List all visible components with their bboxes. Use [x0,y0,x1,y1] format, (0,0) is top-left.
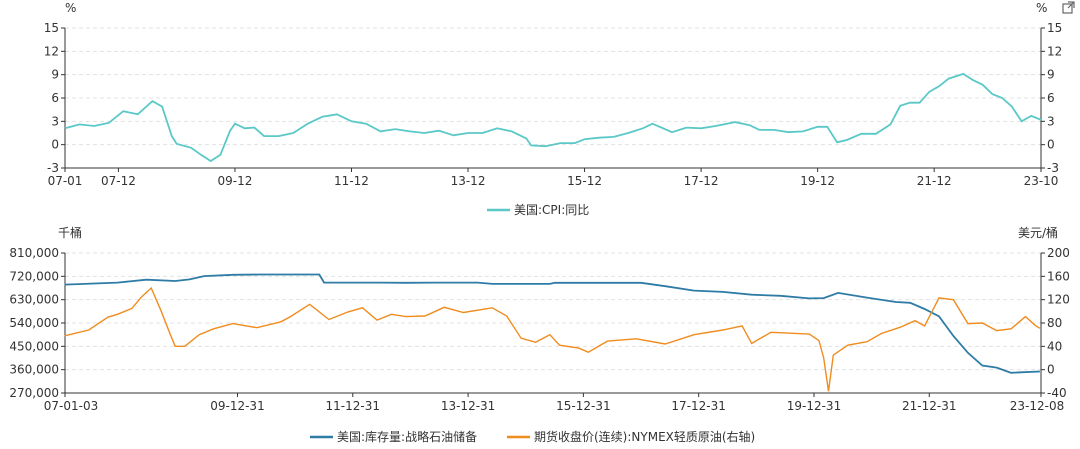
oil-right-tick-label: -40 [1047,386,1067,400]
spr-left-ticks: 270,000 360,000 450,000 540,000 630,000 720,0… [9,246,65,400]
cpi-left-tick-label: 6 [51,91,59,105]
spr-x-tick-label: 21-12-31 [902,399,956,413]
cpi-right-tick-label: 6 [1047,91,1055,105]
oil-right-unit: 美元/桶 [1018,225,1058,240]
spr-left-tick-label: 270,000 [9,386,59,400]
spr-left-tick-label: 450,000 [9,339,59,353]
spr-x-tick-label: 07-01-03 [44,399,98,413]
cpi-x-tick-label: 13-12 [451,174,486,188]
spr-left-tick-label: 630,000 [9,293,59,307]
cpi-left-tick-label: 12 [44,44,59,58]
spr-oil-chart: 千桶 美元/桶 270,000 360,000 450,000 540,000 630,… [9,225,1070,444]
spr-left-tick-label: 720,000 [9,269,59,283]
cpi-x-tick-label: 23-10 [1024,174,1059,188]
cpi-x-tick-label: 07-01 [48,174,83,188]
oil-series-line [64,286,1041,392]
oil-right-tick-label: 160 [1047,269,1070,283]
cpi-left-tick-label: 15 [44,21,59,35]
spr-x-ticks: 07-01-03 09-12-31 11-12-31 13-12-31 15-12-31… [44,393,1064,413]
cpi-x-tick-label: 15-12 [567,174,602,188]
spr-gridlines [65,252,1041,394]
cpi-right-tick-label: 3 [1047,114,1055,128]
spr-x-tick-label: 23-12-08 [1010,399,1064,413]
spr-x-tick-label: 13-12-31 [441,399,495,413]
spr-series-line [64,273,1040,374]
oil-right-tick-label: 40 [1047,339,1062,353]
cpi-x-tick-label: 17-12 [684,174,719,188]
cpi-left-tick-label: 9 [51,68,59,82]
cpi-left-tick-label: 0 [51,138,59,152]
cpi-x-tick-label: 21-12 [917,174,952,188]
cpi-right-unit: % [1036,1,1047,15]
cpi-left-tick-label: -3 [47,161,59,175]
spr-x-tick-label: 15-12-31 [556,399,610,413]
oil-right-tick-label: 120 [1047,293,1070,307]
cpi-left-ticks: -3 0 3 6 9 12 15 [44,21,65,175]
spr-left-tick-label: 810,000 [9,246,59,260]
oil-right-tick-label: 200 [1047,246,1070,260]
spr-x-tick-label: 09-12-31 [210,399,264,413]
cpi-right-tick-label: 9 [1047,68,1055,82]
oil-right-tick-label: 80 [1047,316,1062,330]
spr-oil-legend: 美国:库存量:战略石油储备 期货收盘价(连续):NYMEX轻质原油(右轴) [310,429,755,444]
oil-legend-label: 期货收盘价(连续):NYMEX轻质原油(右轴) [534,429,755,444]
spr-left-tick-label: 360,000 [9,363,59,377]
cpi-x-tick-label: 07-12 [101,174,136,188]
spr-legend-label: 美国:库存量:战略石油储备 [337,429,477,444]
oil-right-tick-label: 0 [1047,363,1055,377]
cpi-x-ticks: 07-01 07-12 09-12 11-12 13-12 15-12 17-12 19-12… [48,168,1059,188]
cpi-chart: % % -3 0 3 6 9 12 15 -3 0 3 6 9 12 15 07-01 07-12 09-1… [44,1,1063,217]
cpi-x-tick-label: 11-12 [334,174,369,188]
cpi-right-tick-label: -3 [1047,161,1059,175]
external-link-icon[interactable] [1062,1,1075,14]
cpi-legend: 美国:CPI:同比 [487,203,589,217]
spr-x-tick-label: 17-12-31 [671,399,725,413]
spr-x-tick-label: 11-12-31 [326,399,380,413]
cpi-legend-label: 美国:CPI:同比 [514,203,589,217]
cpi-left-unit: % [65,1,76,15]
cpi-left-tick-label: 3 [51,114,59,128]
cpi-series-line [64,72,1042,163]
spr-left-unit: 千桶 [58,225,82,240]
cpi-right-tick-label: 12 [1047,44,1062,58]
cpi-x-tick-label: 19-12 [800,174,835,188]
cpi-right-tick-label: 15 [1047,21,1062,35]
cpi-right-ticks: -3 0 3 6 9 12 15 [1041,21,1062,175]
oil-right-ticks: -40 0 40 80 120 160 200 [1041,246,1070,400]
spr-x-tick-label: 19-12-31 [787,399,841,413]
spr-left-tick-label: 540,000 [9,316,59,330]
cpi-right-tick-label: 0 [1047,138,1055,152]
cpi-gridlines [65,27,1041,169]
cpi-x-tick-label: 09-12 [218,174,253,188]
